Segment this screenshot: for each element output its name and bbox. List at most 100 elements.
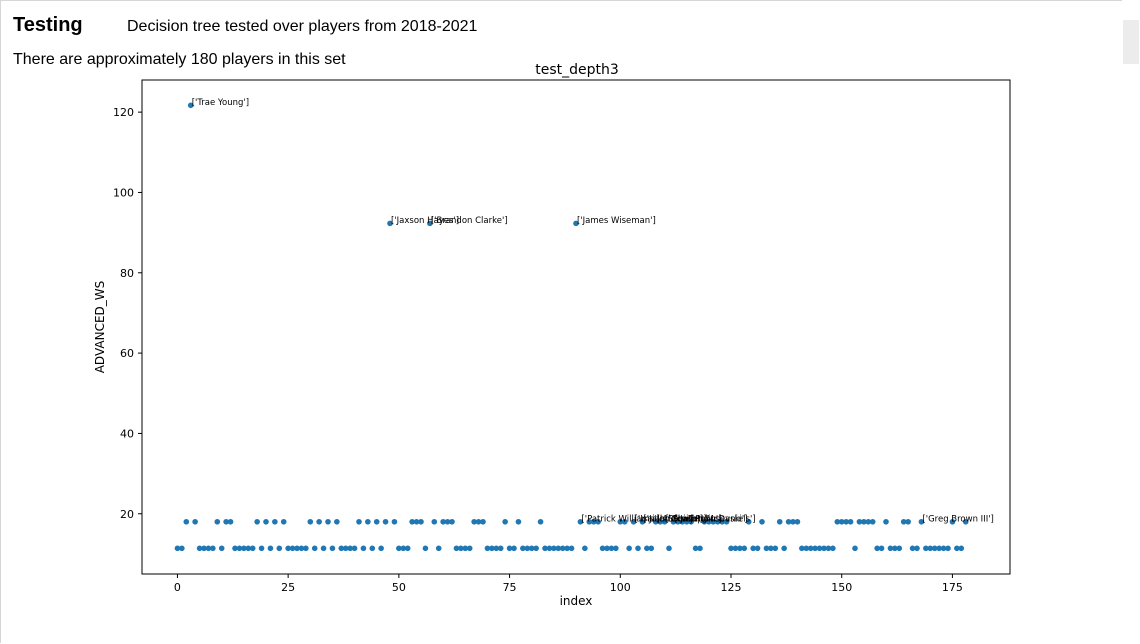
data-point — [635, 545, 641, 552]
data-point — [316, 518, 322, 525]
data-point — [214, 518, 221, 525]
x-tick-label: 50 — [392, 581, 406, 594]
data-point — [785, 518, 792, 525]
data-point — [918, 518, 925, 525]
data-point — [462, 545, 469, 552]
data-point — [542, 545, 548, 552]
data-point — [311, 545, 318, 552]
data-point — [883, 518, 889, 525]
data-point — [218, 545, 225, 552]
data-point — [205, 545, 212, 552]
data-point — [590, 518, 597, 525]
data-point — [280, 518, 287, 525]
data-point — [373, 518, 380, 525]
scrollbar-thumb[interactable] — [1123, 20, 1139, 64]
data-point — [803, 545, 810, 552]
x-tick-label: 75 — [503, 581, 517, 594]
point-annotation: ['Trae Young'] — [192, 98, 249, 108]
data-point — [528, 545, 535, 552]
y-tick-label: 100 — [113, 186, 134, 199]
data-point — [533, 545, 539, 552]
data-point — [923, 545, 929, 552]
data-point — [861, 518, 867, 525]
data-point — [272, 518, 278, 525]
data-point — [852, 545, 858, 552]
data-point — [958, 545, 965, 552]
data-point — [914, 545, 920, 552]
data-point — [458, 545, 464, 552]
data-point — [210, 545, 216, 552]
data-point — [267, 545, 274, 552]
data-point — [630, 518, 637, 525]
point-annotation: ['Aleksej Pokusevski'] — [657, 514, 748, 524]
data-point — [865, 518, 872, 525]
data-point — [874, 545, 880, 552]
data-point — [821, 545, 827, 552]
data-point — [551, 545, 557, 552]
data-point — [276, 545, 283, 552]
data-point — [776, 518, 783, 525]
data-point — [816, 545, 823, 552]
data-point — [683, 518, 690, 525]
point-annotation: ['Brandon Clarke'] — [431, 216, 508, 226]
data-point — [187, 102, 194, 109]
y-axis-label: ADVANCED_WS — [93, 281, 107, 374]
x-tick-label: 0 — [174, 581, 181, 594]
data-point — [962, 518, 969, 525]
data-point — [444, 518, 451, 525]
data-point — [869, 518, 876, 525]
data-point — [440, 518, 446, 525]
chart-title: test_depth3 — [535, 62, 619, 78]
data-point — [511, 545, 517, 552]
data-point — [351, 545, 358, 552]
data-point — [679, 518, 686, 525]
data-point — [555, 545, 562, 552]
data-point — [568, 545, 575, 552]
data-point — [599, 545, 606, 552]
data-point — [927, 545, 934, 552]
data-point — [931, 545, 938, 552]
data-point — [520, 545, 526, 552]
data-point — [201, 545, 207, 552]
vertical-scrollbar[interactable] — [1122, 0, 1140, 644]
x-tick-label: 150 — [831, 581, 852, 594]
data-point — [334, 518, 340, 525]
data-point — [338, 545, 345, 552]
data-point — [940, 545, 947, 552]
data-point — [878, 545, 885, 552]
data-point — [369, 545, 376, 552]
data-point — [559, 545, 566, 552]
data-point — [608, 545, 615, 552]
plot-area-frame — [141, 79, 1011, 575]
data-point — [577, 518, 584, 525]
data-point — [604, 545, 610, 552]
data-point — [409, 518, 415, 525]
data-point — [900, 518, 907, 525]
data-point — [759, 518, 765, 525]
data-point — [648, 545, 655, 552]
point-annotation: ['Greg Brown III'] — [922, 514, 993, 524]
data-point — [768, 545, 774, 552]
y-tick-label: 40 — [120, 427, 134, 440]
data-point — [396, 545, 402, 552]
data-point — [342, 545, 349, 552]
x-tick-label: 175 — [942, 581, 963, 594]
data-point — [484, 545, 491, 552]
data-point — [661, 518, 668, 525]
data-point — [719, 518, 725, 525]
data-point — [546, 545, 553, 552]
data-point — [936, 545, 942, 552]
point-annotation: ['Jalen Smith'] — [643, 514, 702, 524]
data-point — [325, 518, 331, 525]
data-point — [435, 545, 442, 552]
data-point — [825, 545, 832, 552]
data-point — [192, 518, 198, 525]
data-point — [497, 545, 504, 552]
data-point — [400, 545, 407, 552]
data-point — [723, 518, 730, 525]
data-point — [617, 518, 624, 525]
section-heading: Testing — [13, 14, 83, 36]
data-point — [763, 545, 770, 552]
point-annotation: ['Jaxson Hayes'] — [391, 216, 459, 226]
data-point — [706, 518, 712, 525]
